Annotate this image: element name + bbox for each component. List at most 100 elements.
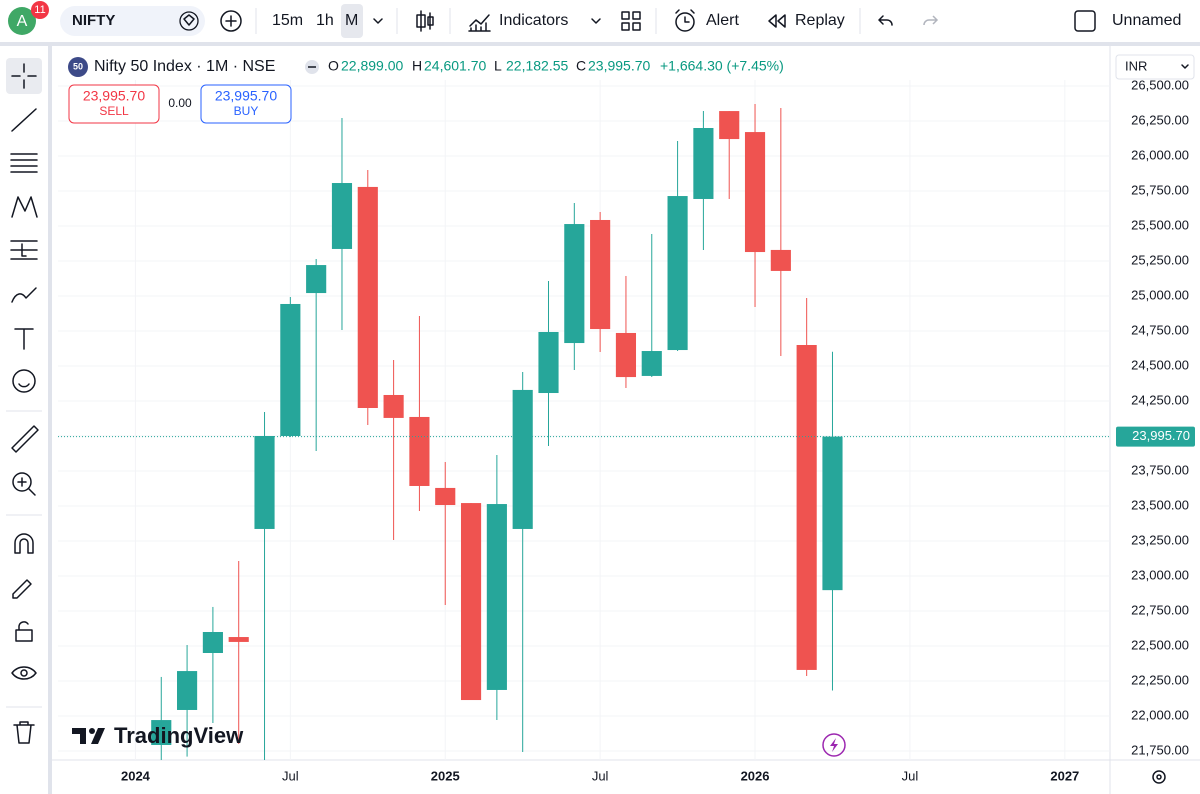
- x-tick-label: 2025: [431, 768, 460, 783]
- symbol-icon: [179, 11, 199, 31]
- avatar[interactable]: [8, 7, 36, 35]
- candle-body: [590, 219, 611, 330]
- alert-icon[interactable]: [675, 12, 695, 32]
- y-tick-label: 23,750.00: [1131, 462, 1189, 477]
- indicators-button[interactable]: Indicators: [499, 12, 568, 29]
- interval[interactable]: 15m: [272, 12, 303, 29]
- time-axis: 2024 Jul 2025 Jul 2026 Jul 2027: [121, 768, 1079, 783]
- candle-body: [202, 632, 223, 653]
- replay-button[interactable]: Replay: [795, 12, 845, 29]
- candle-body: [151, 720, 172, 745]
- symbol-search[interactable]: [60, 6, 205, 36]
- eye-pupil: [20, 669, 28, 677]
- lock-drawing-tool[interactable]: [12, 579, 32, 599]
- y-tick-label: 22,000.00: [1131, 707, 1189, 722]
- interval-active-bg: [341, 4, 363, 38]
- ruler-tool[interactable]: [11, 425, 39, 453]
- candle-body: [177, 671, 198, 710]
- legend: 50 Nifty 50 Index · 1M · NSE O 22,899.00…: [68, 57, 784, 77]
- undo-button[interactable]: [878, 15, 893, 26]
- candle-body: [744, 132, 766, 253]
- currency-selector[interactable]: [1115, 54, 1195, 80]
- zoom-tool[interactable]: [12, 472, 32, 492]
- x-tick-label: 2027: [1050, 768, 1079, 783]
- y-tick-label: 22,750.00: [1131, 602, 1189, 617]
- logo-mark: [72, 728, 86, 744]
- fib-tool[interactable]: [10, 153, 38, 173]
- lock-tool[interactable]: [15, 621, 33, 642]
- pattern-tool[interactable]: [11, 196, 38, 218]
- text-tool[interactable]: [14, 328, 34, 350]
- remove-tool[interactable]: [13, 721, 35, 744]
- logo-mark: [91, 728, 105, 744]
- symbol-badge-text: 50: [73, 61, 83, 71]
- candle-body: [409, 416, 430, 486]
- candle-body: [383, 394, 404, 418]
- y-tick-label: 24,250.00: [1131, 392, 1189, 407]
- avatar-letter: A: [17, 13, 28, 30]
- indicators-chevron[interactable]: [591, 18, 601, 24]
- interval[interactable]: 1h: [316, 12, 334, 29]
- emoji-smile: [18, 383, 30, 388]
- settings-button[interactable]: [1152, 770, 1166, 784]
- indicators-icon[interactable]: [468, 14, 491, 32]
- buy-label: BUY: [234, 104, 259, 118]
- plus-icon: [225, 15, 237, 27]
- x-tick-label: Jul: [592, 768, 609, 783]
- ohlc-value: 22,182.55: [506, 58, 568, 74]
- emoji-tool[interactable]: [12, 369, 36, 393]
- hide-tool[interactable]: [11, 666, 37, 680]
- logo-text: TradingView: [114, 723, 244, 748]
- sell-button[interactable]: [68, 84, 160, 124]
- badge-count: 11: [34, 4, 45, 16]
- candle-body: [796, 345, 817, 670]
- candle-body: [538, 331, 559, 394]
- forecast-tool[interactable]: [10, 240, 38, 260]
- y-tick-label: 23,250.00: [1131, 532, 1189, 547]
- brush-tool[interactable]: [11, 287, 37, 303]
- candle-body: [770, 249, 791, 271]
- redo-button[interactable]: [923, 15, 939, 26]
- ohlc-label: C: [576, 58, 586, 74]
- plot: [58, 80, 1110, 760]
- candle-body: [667, 196, 688, 351]
- currency: INR: [1125, 58, 1147, 73]
- magnet-tool[interactable]: [14, 533, 34, 554]
- events-button[interactable]: [822, 733, 846, 757]
- ohlc-value: 23,995.70: [588, 58, 650, 74]
- x-tick-label: Jul: [902, 768, 919, 783]
- ohlc-label: O: [328, 58, 339, 74]
- events-icon: [830, 738, 838, 752]
- candle-body: [693, 128, 714, 199]
- candle-body: [512, 389, 533, 529]
- y-tick-label: 24,750.00: [1131, 322, 1189, 337]
- templates-icon[interactable]: [621, 11, 641, 31]
- settings-icon: [1156, 774, 1162, 780]
- alert-icon-hands: [675, 9, 695, 23]
- replay-icon[interactable]: [768, 14, 786, 28]
- layout-checkbox[interactable]: [1074, 10, 1096, 32]
- y-tick-label: 26,250.00: [1131, 112, 1189, 127]
- y-tick-label: 24,500.00: [1131, 357, 1189, 372]
- buy-price: 23,995.70: [215, 88, 277, 104]
- chart-type-icon[interactable]: [416, 10, 434, 32]
- buy-button[interactable]: [200, 84, 292, 124]
- candle-body: [254, 436, 275, 529]
- y-tick-label: 23,500.00: [1131, 497, 1189, 512]
- layout-name[interactable]: Unnamed: [1112, 12, 1181, 29]
- trendline-tool[interactable]: [11, 108, 37, 132]
- candle-body: [564, 224, 585, 344]
- x-tick-label: 2024: [121, 768, 151, 783]
- ohlc-value: 24,601.70: [424, 58, 486, 74]
- price-axis: 21,750.00 22,000.00 22,250.00 22,500.00 22,7…: [1131, 77, 1189, 757]
- candle-body: [228, 637, 249, 642]
- interval[interactable]: M: [345, 12, 358, 29]
- compare-button[interactable]: [220, 10, 242, 32]
- interval-chevron[interactable]: [373, 18, 383, 24]
- y-tick-label: 26,500.00: [1131, 77, 1189, 92]
- alert-button[interactable]: Alert: [706, 12, 739, 29]
- crosshair-tool[interactable]: [11, 63, 37, 89]
- candle-body: [280, 303, 301, 436]
- y-tick-label: 25,000.00: [1131, 287, 1189, 302]
